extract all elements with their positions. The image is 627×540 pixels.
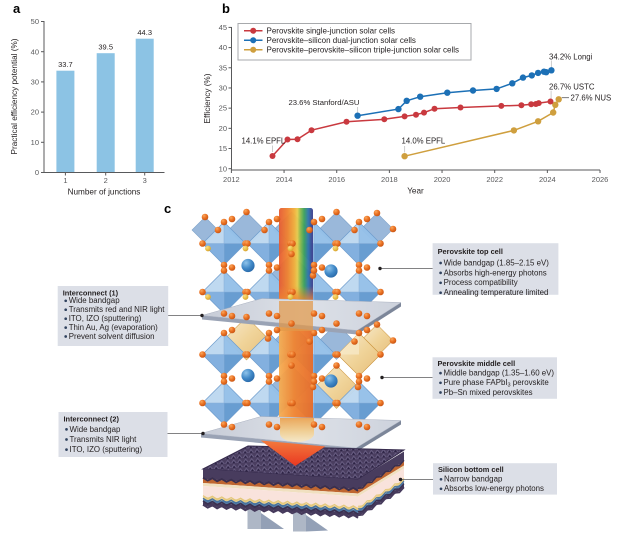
svg-text:Absorbs low-energy photons: Absorbs low-energy photons [444, 484, 544, 493]
svg-text:23.6% Stanford/ASU: 23.6% Stanford/ASU [289, 98, 360, 107]
svg-text:Wide bandgap: Wide bandgap [69, 296, 121, 305]
svg-text:Perovskite middle cell: Perovskite middle cell [438, 359, 516, 368]
svg-text:a: a [13, 1, 21, 16]
svg-text:30: 30 [219, 84, 227, 93]
svg-text:2024: 2024 [539, 175, 556, 184]
svg-text:2016: 2016 [328, 175, 345, 184]
svg-text:Number of junctions: Number of junctions [68, 188, 141, 197]
svg-text:Thin Au, Ag (evaporation): Thin Au, Ag (evaporation) [69, 323, 158, 332]
svg-text:Absorbs high-energy photons: Absorbs high-energy photons [444, 268, 547, 277]
svg-text:Transmits NIR light: Transmits NIR light [70, 435, 138, 444]
svg-text:Annealing temperature limited: Annealing temperature limited [444, 288, 549, 297]
svg-text:2: 2 [104, 176, 108, 185]
svg-text:Wide bandgap (1.85–2.15 eV): Wide bandgap (1.85–2.15 eV) [444, 258, 550, 267]
svg-text:2026: 2026 [592, 175, 609, 184]
svg-text:b: b [222, 1, 230, 16]
svg-text:Practical efficiency potential: Practical efficiency potential (%) [10, 38, 19, 154]
svg-text:25: 25 [219, 104, 227, 113]
svg-text:c: c [164, 201, 171, 216]
svg-text:2022: 2022 [486, 175, 503, 184]
svg-text:Interconnect (1): Interconnect (1) [63, 289, 119, 298]
svg-text:14.1% EPFL: 14.1% EPFL [242, 137, 286, 146]
svg-text:34.2% Longi: 34.2% Longi [549, 53, 593, 62]
svg-text:15: 15 [219, 144, 227, 153]
svg-text:2018: 2018 [381, 175, 398, 184]
svg-text:Narrow bandgap: Narrow bandgap [444, 475, 503, 484]
svg-text:Prevent solvent diffusion: Prevent solvent diffusion [69, 332, 155, 341]
svg-text:2012: 2012 [223, 175, 240, 184]
svg-text:20: 20 [219, 124, 227, 133]
svg-text:ITO, IZO (sputtering): ITO, IZO (sputtering) [69, 314, 142, 323]
svg-text:10: 10 [31, 138, 39, 147]
svg-text:Perovskite single-junction sol: Perovskite single-junction solar cells [267, 26, 396, 35]
svg-text:Efficiency (%): Efficiency (%) [203, 73, 212, 123]
svg-text:2020: 2020 [434, 175, 451, 184]
svg-text:Wide bandgap: Wide bandgap [70, 425, 122, 434]
svg-text:40: 40 [219, 43, 227, 52]
svg-text:33.7: 33.7 [58, 60, 73, 69]
svg-text:45: 45 [219, 23, 227, 32]
svg-text:Middle bandgap (1.35–1.60 eV): Middle bandgap (1.35–1.60 eV) [444, 369, 555, 378]
svg-text:10: 10 [219, 164, 227, 173]
svg-text:Perovskite–silicon dual-juncti: Perovskite–silicon dual-junction solar c… [267, 36, 416, 45]
svg-text:Perovskite–perovskite–silicon: Perovskite–perovskite–silicon triple-jun… [267, 45, 460, 54]
svg-text:0: 0 [35, 168, 39, 177]
svg-text:1: 1 [63, 176, 67, 185]
svg-text:Interconnect (2): Interconnect (2) [64, 415, 120, 424]
svg-text:Process compatibility: Process compatibility [444, 278, 518, 287]
svg-text:2014: 2014 [276, 175, 293, 184]
svg-text:Transmits red and NIR light: Transmits red and NIR light [69, 305, 166, 314]
svg-text:50: 50 [31, 17, 39, 26]
svg-text:26.7% USTC: 26.7% USTC [549, 82, 595, 91]
svg-text:Perovskite top cell: Perovskite top cell [438, 247, 503, 256]
svg-text:20: 20 [31, 108, 39, 117]
svg-text:44.3: 44.3 [137, 28, 152, 37]
svg-text:ITO, IZO (sputtering): ITO, IZO (sputtering) [70, 445, 143, 454]
svg-text:40: 40 [31, 47, 39, 56]
svg-text:27.6% NUS: 27.6% NUS [571, 93, 612, 102]
svg-text:Pb–Sn mixed perovskites: Pb–Sn mixed perovskites [444, 388, 533, 397]
svg-text:Pure phase FAPbI3 perovskite: Pure phase FAPbI3 perovskite [444, 378, 550, 389]
svg-text:Year: Year [407, 187, 424, 196]
svg-text:39.5: 39.5 [98, 43, 113, 52]
svg-text:14.0% EPFL: 14.0% EPFL [402, 137, 446, 146]
svg-text:30: 30 [31, 78, 39, 87]
svg-text:35: 35 [219, 63, 227, 72]
svg-text:Silicon bottom cell: Silicon bottom cell [438, 465, 504, 474]
svg-text:3: 3 [143, 176, 147, 185]
